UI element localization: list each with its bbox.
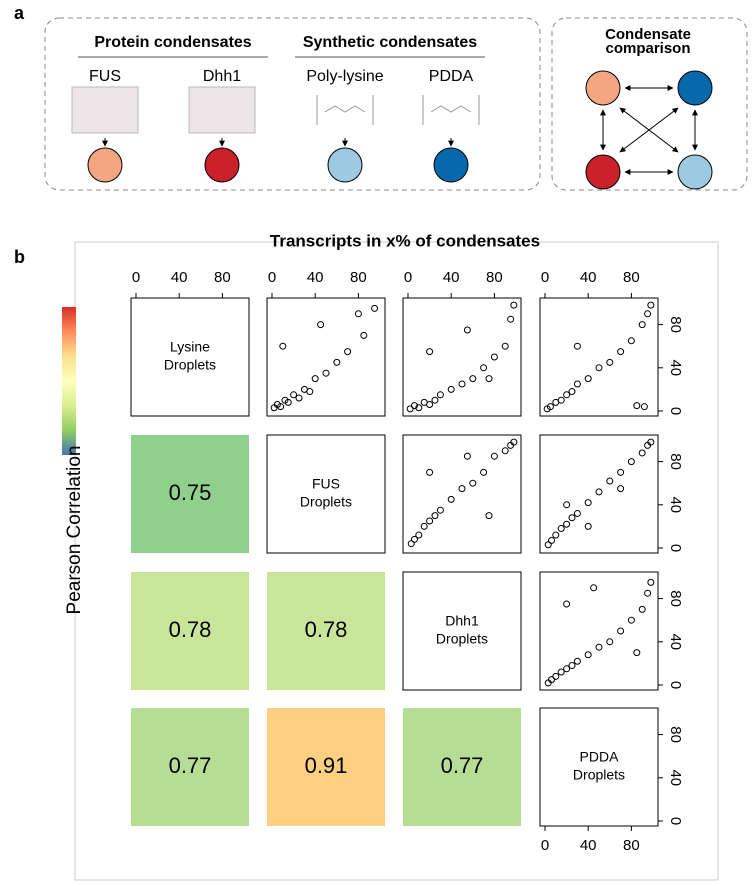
scatter-panel	[403, 298, 521, 416]
y-tick-label: 40	[667, 359, 684, 376]
scatter-panel	[267, 298, 385, 416]
y-tick-label: 40	[667, 496, 684, 513]
x-tick-label: 40	[580, 837, 597, 854]
panel-label: b	[14, 247, 25, 267]
y-tick-label: 0	[667, 544, 684, 552]
comparison-title: comparison	[605, 40, 690, 57]
variable-name: Droplets	[573, 767, 625, 783]
condensate-circle	[205, 148, 239, 182]
x-tick-label: 0	[268, 269, 276, 286]
x-tick-label: 80	[486, 269, 503, 286]
chemical-structure	[317, 95, 373, 125]
x-tick-label: 80	[623, 837, 640, 854]
y-tick-label: 80	[667, 590, 684, 607]
correlation-value: 0.77	[441, 753, 484, 778]
structure-image	[72, 87, 138, 133]
y-tick-label: 80	[667, 453, 684, 470]
y-tick-label: 0	[667, 817, 684, 825]
x-tick-label: 40	[307, 269, 324, 286]
variable-name: FUS	[312, 476, 340, 492]
condensate-circle	[88, 148, 122, 182]
x-tick-label: 0	[541, 269, 549, 286]
colorbar-label: Pearson Correlation	[64, 446, 85, 615]
x-tick-label: 40	[580, 269, 597, 286]
structure-image	[189, 87, 255, 133]
group-title: Protein condensates	[94, 34, 251, 51]
condensate-circle	[434, 148, 468, 182]
x-tick-label: 0	[404, 269, 412, 286]
colorbar	[62, 307, 76, 455]
x-tick-label: 80	[214, 269, 231, 286]
y-tick-label: 80	[667, 726, 684, 743]
correlation-value: 0.75	[169, 480, 212, 505]
chart-title: Transcripts in x% of condensates	[270, 231, 540, 250]
y-tick-label: 80	[667, 316, 684, 333]
scatter-panel	[540, 572, 658, 690]
x-tick-label: 80	[350, 269, 367, 286]
group-title: Synthetic condensates	[303, 34, 477, 51]
x-tick-label: 40	[443, 269, 460, 286]
correlation-value: 0.78	[169, 617, 212, 642]
comparison-circle	[678, 71, 712, 105]
comparison-circle	[586, 155, 620, 189]
comparison-circle	[678, 155, 712, 189]
figure: a Protein condensates FUS Dhh1 Synthetic con…	[0, 0, 752, 881]
scatter-panel	[540, 435, 658, 553]
y-tick-label: 0	[667, 407, 684, 415]
correlation-value: 0.78	[305, 617, 348, 642]
condensate-circle	[328, 148, 362, 182]
item-name: Dhh1	[203, 68, 241, 85]
item-name: Poly-lysine	[306, 68, 383, 85]
comparison-circle	[586, 71, 620, 105]
variable-name: PDDA	[580, 749, 620, 765]
item-name: FUS	[89, 68, 121, 85]
chemical-structure	[423, 95, 479, 125]
correlation-value: 0.91	[305, 753, 348, 778]
variable-name: Droplets	[436, 631, 488, 647]
correlation-value: 0.77	[169, 753, 212, 778]
item-name: PDDA	[429, 68, 474, 85]
x-tick-label: 80	[623, 269, 640, 286]
x-tick-label: 40	[171, 269, 188, 286]
variable-name: Dhh1	[445, 613, 479, 629]
y-tick-label: 0	[667, 681, 684, 689]
y-tick-label: 40	[667, 769, 684, 786]
variable-name: Lysine	[170, 339, 210, 355]
y-tick-label: 40	[667, 633, 684, 650]
scatter-panel	[540, 298, 658, 416]
x-tick-label: 0	[541, 837, 549, 854]
x-tick-label: 0	[132, 269, 140, 286]
variable-name: Droplets	[300, 494, 352, 510]
panel-label: a	[14, 3, 25, 23]
variable-name: Droplets	[164, 357, 216, 373]
